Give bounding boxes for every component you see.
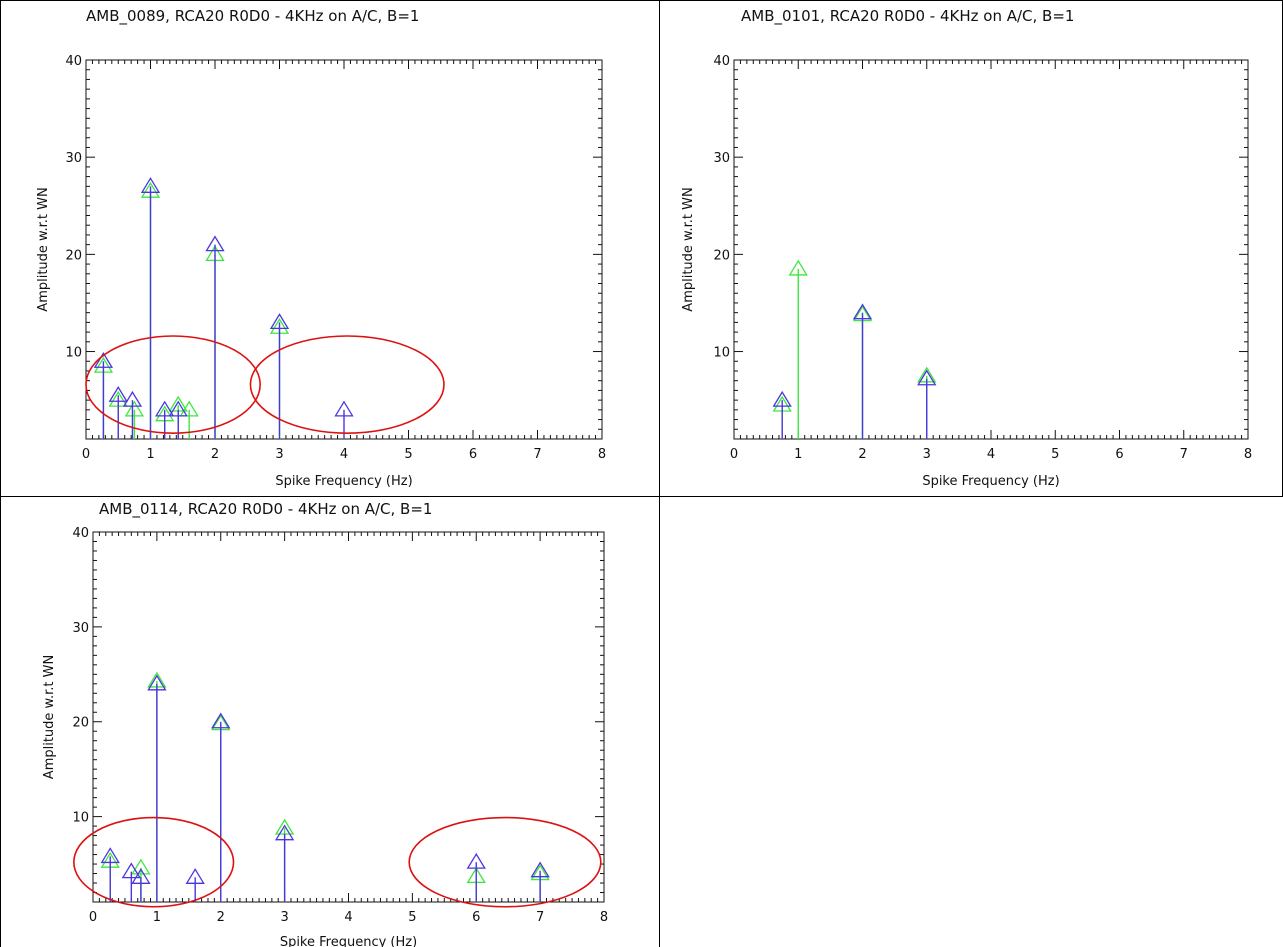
plot-frame xyxy=(92,531,605,903)
triangle-marker xyxy=(530,861,550,878)
triangle-marker xyxy=(205,235,225,252)
y-tick-label: 20 xyxy=(65,248,82,263)
triangle-marker xyxy=(155,400,175,417)
x-tick-label: 3 xyxy=(275,447,283,462)
triangle-marker xyxy=(140,177,161,193)
triangle-marker xyxy=(121,862,141,879)
triangle-marker xyxy=(122,390,143,407)
y-tick-label: 10 xyxy=(72,811,89,826)
x-tick-label: 1 xyxy=(146,447,154,462)
series-0 xyxy=(772,303,937,439)
x-tick-label: 5 xyxy=(404,447,412,462)
triangle-marker xyxy=(185,868,205,884)
y-tick-label: 10 xyxy=(713,346,730,361)
x-tick-label: 2 xyxy=(211,447,219,462)
plot-frame xyxy=(85,59,603,440)
x-tick-label: 7 xyxy=(536,910,544,925)
series-0 xyxy=(100,674,550,902)
x-tick-label: 7 xyxy=(533,447,541,462)
annotation-ellipse xyxy=(249,335,445,434)
chart-title: AMB_0101, RCA20 R0D0 - 4KHz on A/C, B=1 xyxy=(741,7,1074,26)
x-tick-label: 5 xyxy=(408,910,416,925)
triangle-marker xyxy=(917,369,937,386)
x-tick-label: 0 xyxy=(730,447,738,462)
x-tick-label: 3 xyxy=(923,447,931,462)
x-tick-label: 2 xyxy=(217,910,225,925)
annotation-ellipse xyxy=(73,816,235,908)
x-tick-label: 1 xyxy=(794,447,802,462)
minor-ticks xyxy=(733,59,1249,440)
y-tick-label: 40 xyxy=(72,526,89,541)
x-axis-label: Spike Frequency (Hz) xyxy=(275,474,412,489)
x-tick-label: 7 xyxy=(1180,447,1188,462)
chart-panel-amb-0114: AMB_0114, RCA20 R0D0 - 4KHz on A/C, B=1 0… xyxy=(0,496,660,947)
y-tick-label: 40 xyxy=(713,54,730,69)
y-tick-label: 20 xyxy=(713,248,730,263)
series-0 xyxy=(93,177,354,439)
x-tick-label: 6 xyxy=(1115,447,1123,462)
triangle-marker xyxy=(124,400,145,417)
chart-panel-amb-0089: AMB_0089, RCA20 R0D0 - 4KHz on A/C, B=1 0… xyxy=(0,0,660,497)
y-axis-label: Amplitude w.r.t WN xyxy=(42,655,57,779)
x-tick-label: 8 xyxy=(598,447,606,462)
triangle-marker xyxy=(334,400,354,417)
chart-amb-0114: AMB_0114, RCA20 R0D0 - 4KHz on A/C, B=1 0… xyxy=(42,500,608,947)
triangle-marker xyxy=(211,712,231,729)
x-tick-label: 4 xyxy=(344,910,352,925)
y-tick-label: 30 xyxy=(65,151,82,166)
x-tick-label: 4 xyxy=(340,447,348,462)
triangle-marker xyxy=(131,868,151,884)
x-tick-label: 3 xyxy=(280,910,288,925)
chart-title: AMB_0089, RCA20 R0D0 - 4KHz on A/C, B=1 xyxy=(86,7,419,26)
annotation-ellipse xyxy=(85,335,261,434)
triangle-marker xyxy=(100,847,120,864)
chart-amb-0089: AMB_0089, RCA20 R0D0 - 4KHz on A/C, B=1 0… xyxy=(36,7,606,489)
triangle-marker xyxy=(269,313,290,330)
triangle-marker xyxy=(108,386,128,402)
y-axis-label: Amplitude w.r.t WN xyxy=(36,187,51,311)
x-tick-label: 5 xyxy=(1051,447,1059,462)
chart-panel-amb-0101: AMB_0101, RCA20 R0D0 - 4KHz on A/C, B=1 0… xyxy=(659,0,1283,497)
x-tick-label: 8 xyxy=(1244,447,1252,462)
chart-title: AMB_0114, RCA20 R0D0 - 4KHz on A/C, B=1 xyxy=(99,500,432,519)
y-axis-label: Amplitude w.r.t WN xyxy=(681,187,696,311)
triangle-marker xyxy=(131,858,151,875)
x-axis-label: Spike Frequency (Hz) xyxy=(280,935,417,947)
triangle-marker xyxy=(466,852,486,869)
triangle-marker xyxy=(852,303,873,320)
plot-frame xyxy=(733,59,1249,440)
triangle-marker xyxy=(788,259,808,276)
x-axis-label: Spike Frequency (Hz) xyxy=(922,474,1059,489)
x-tick-label: 0 xyxy=(89,910,97,925)
triangle-marker xyxy=(147,674,167,691)
x-tick-label: 4 xyxy=(987,447,995,462)
annotation-ellipse xyxy=(408,816,602,908)
y-tick-label: 20 xyxy=(72,716,89,731)
x-tick-label: 6 xyxy=(472,910,480,925)
triangle-marker xyxy=(274,824,295,841)
triangle-marker xyxy=(179,400,199,417)
series-1 xyxy=(772,259,937,439)
minor-ticks xyxy=(92,531,605,903)
triangle-marker xyxy=(168,400,188,417)
x-tick-label: 1 xyxy=(153,910,161,925)
y-tick-label: 10 xyxy=(65,346,82,361)
x-tick-label: 6 xyxy=(469,447,477,462)
chart-amb-0101: AMB_0101, RCA20 R0D0 - 4KHz on A/C, B=1 0… xyxy=(681,7,1252,489)
x-tick-label: 0 xyxy=(82,447,90,462)
minor-ticks xyxy=(85,59,603,440)
triangle-marker xyxy=(772,390,792,407)
y-tick-label: 40 xyxy=(65,54,82,69)
x-tick-label: 8 xyxy=(600,910,608,925)
y-tick-label: 30 xyxy=(713,151,730,166)
x-tick-label: 2 xyxy=(858,447,866,462)
triangle-marker xyxy=(93,352,114,368)
y-tick-label: 30 xyxy=(72,621,89,636)
